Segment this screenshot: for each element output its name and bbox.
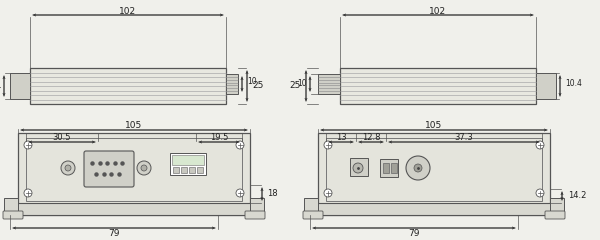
Text: 25: 25: [252, 82, 263, 90]
Bar: [250, 198, 264, 218]
Text: 10: 10: [247, 77, 257, 85]
Text: 102: 102: [119, 6, 137, 16]
Text: 105: 105: [125, 120, 143, 130]
Text: 10: 10: [298, 79, 307, 89]
FancyBboxPatch shape: [545, 211, 565, 219]
Bar: [197, 167, 203, 173]
Text: 10.4: 10.4: [565, 79, 582, 89]
Bar: [318, 133, 550, 215]
Bar: [304, 198, 318, 218]
Circle shape: [406, 156, 430, 180]
Circle shape: [24, 141, 32, 149]
Bar: [30, 68, 226, 104]
Circle shape: [536, 141, 544, 149]
Circle shape: [61, 161, 75, 175]
Bar: [4, 198, 18, 218]
Bar: [350, 158, 368, 176]
FancyBboxPatch shape: [245, 211, 265, 219]
Circle shape: [141, 165, 147, 171]
Circle shape: [236, 141, 244, 149]
Bar: [380, 159, 398, 177]
Bar: [10, 73, 30, 99]
Text: 14.2: 14.2: [568, 192, 586, 200]
Bar: [316, 203, 552, 215]
Bar: [189, 167, 195, 173]
Bar: [172, 155, 204, 165]
Circle shape: [536, 189, 544, 197]
Circle shape: [137, 161, 151, 175]
Bar: [226, 74, 238, 94]
Bar: [18, 133, 250, 215]
Text: 11: 11: [0, 82, 2, 90]
Bar: [383, 163, 389, 173]
Bar: [340, 68, 536, 104]
Bar: [318, 74, 340, 94]
Circle shape: [324, 141, 332, 149]
Text: 37.3: 37.3: [455, 132, 473, 142]
Text: 79: 79: [408, 228, 420, 238]
Circle shape: [353, 163, 363, 173]
Text: 13: 13: [335, 132, 346, 142]
Bar: [26, 138, 242, 201]
Text: 25: 25: [290, 82, 301, 90]
Circle shape: [324, 189, 332, 197]
Bar: [391, 163, 397, 173]
Circle shape: [236, 189, 244, 197]
Text: 79: 79: [108, 228, 120, 238]
FancyBboxPatch shape: [303, 211, 323, 219]
FancyBboxPatch shape: [3, 211, 23, 219]
Text: 19.5: 19.5: [210, 132, 228, 142]
Circle shape: [414, 164, 422, 172]
Circle shape: [65, 165, 71, 171]
Bar: [550, 198, 564, 218]
Bar: [536, 73, 556, 99]
Text: 12.8: 12.8: [362, 132, 380, 142]
Text: 102: 102: [430, 6, 446, 16]
Bar: [16, 203, 252, 215]
Bar: [326, 138, 542, 201]
Text: 105: 105: [425, 120, 443, 130]
Bar: [170, 153, 206, 175]
Bar: [181, 167, 187, 173]
Text: 30.5: 30.5: [53, 132, 71, 142]
Text: 18: 18: [267, 190, 278, 198]
Bar: [173, 167, 179, 173]
FancyBboxPatch shape: [84, 151, 134, 187]
Circle shape: [24, 189, 32, 197]
